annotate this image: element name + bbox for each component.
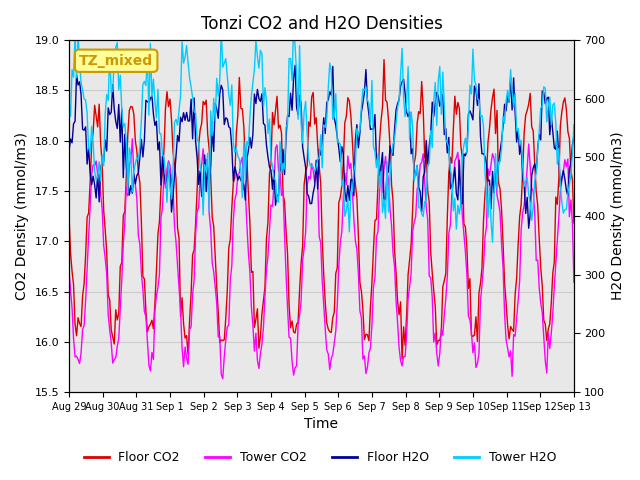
Text: TZ_mixed: TZ_mixed — [79, 54, 153, 68]
Y-axis label: H2O Density (mmol/m3): H2O Density (mmol/m3) — [611, 132, 625, 300]
Title: Tonzi CO2 and H2O Densities: Tonzi CO2 and H2O Densities — [200, 15, 442, 33]
Legend: Floor CO2, Tower CO2, Floor H2O, Tower H2O: Floor CO2, Tower CO2, Floor H2O, Tower H… — [79, 446, 561, 469]
Y-axis label: CO2 Density (mmol/m3): CO2 Density (mmol/m3) — [15, 132, 29, 300]
X-axis label: Time: Time — [305, 418, 339, 432]
